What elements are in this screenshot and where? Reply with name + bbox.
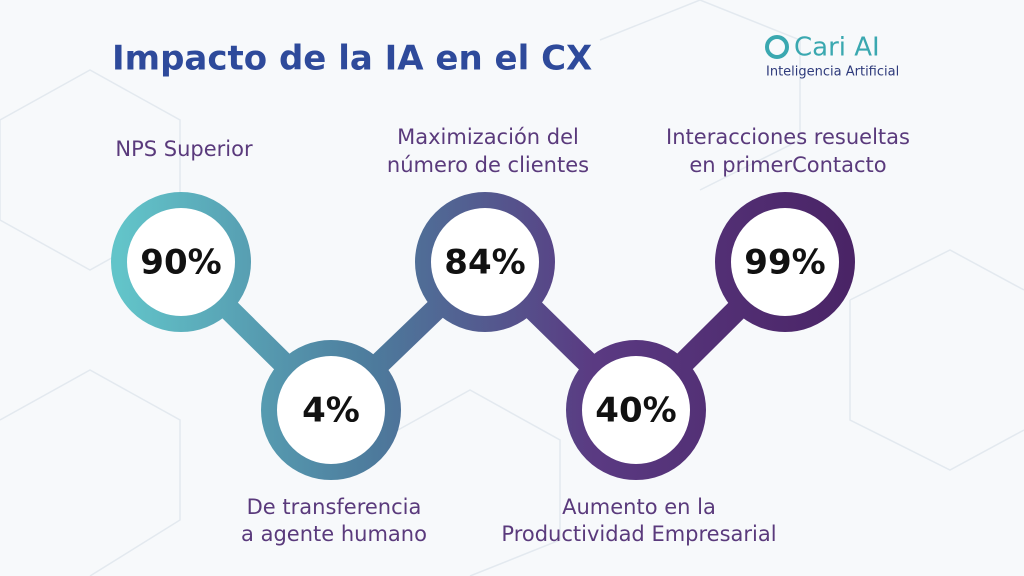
node-caption: Productividad Empresarial	[501, 522, 776, 546]
node-value: 4%	[302, 391, 360, 431]
node: 99% Interacciones resueltas en primerConta…	[666, 125, 910, 332]
node-caption: número de clientes	[387, 153, 589, 177]
node-caption: Interacciones resueltas	[666, 125, 910, 149]
node-value: 84%	[444, 243, 525, 283]
node-caption: en primerContacto	[689, 153, 886, 177]
title: Impacto de la IA en el CX	[112, 39, 592, 79]
node: 90% NPS Superior	[111, 137, 253, 332]
node-value: 99%	[744, 243, 825, 283]
logo-icon	[765, 35, 789, 59]
logo-name: Cari AI	[794, 33, 880, 63]
node-value: 90%	[140, 243, 221, 283]
node-ring	[111, 192, 251, 332]
node: 84% Maximización del número de clientes	[387, 125, 589, 332]
node: 4% De transferencia a agente humano	[241, 340, 427, 546]
node-ring	[261, 340, 401, 480]
node: 40% Aumento en la Productividad Empresaria…	[501, 340, 777, 546]
logo: Cari AI Inteligencia Artificial	[765, 33, 899, 80]
node-ring	[415, 192, 555, 332]
node-value: 40%	[595, 391, 676, 431]
node-ring	[715, 192, 855, 332]
node-caption: a agente humano	[241, 522, 427, 546]
logo-tagline: Inteligencia Artificial	[766, 65, 899, 80]
node-ring	[566, 340, 706, 480]
node-caption: NPS Superior	[115, 137, 253, 161]
node-caption: Maximización del	[397, 125, 579, 149]
node-caption: De transferencia	[247, 495, 422, 519]
nodes: 90% NPS Superior 4% De transferencia a agent…	[111, 125, 910, 546]
node-caption: Aumento en la	[562, 495, 716, 519]
